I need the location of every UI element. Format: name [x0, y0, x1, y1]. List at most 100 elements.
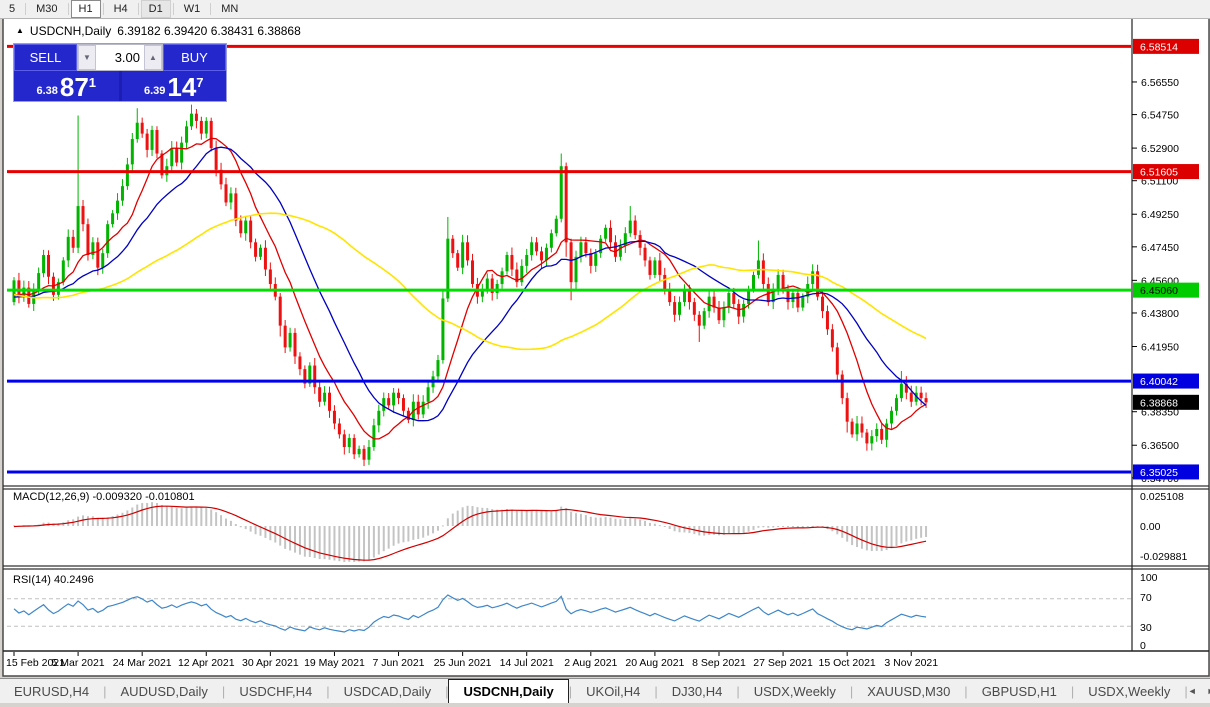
- buy-price-display[interactable]: 6.39 14 7: [121, 71, 226, 102]
- rsi-scale-label: 100: [1140, 572, 1158, 584]
- ma-slow-line: [13, 212, 927, 351]
- toolbar-separator: [172, 3, 174, 15]
- date-tick-label: 3 Nov 2021: [884, 657, 938, 669]
- chart-tab-usdx-weekly[interactable]: USDX,Weekly: [753, 683, 836, 699]
- price-tick-label: 6.52900: [1141, 143, 1179, 155]
- date-tick-label: 24 Mar 2021: [113, 657, 172, 669]
- price-badge-6.45060-label: 6.45060: [1140, 285, 1178, 297]
- chart-tab-usdx-weekly[interactable]: USDX,Weekly: [1088, 683, 1171, 699]
- sell-price-display[interactable]: 6.38 87 1: [14, 71, 119, 101]
- date-tick-label: 15 Feb 2021: [6, 657, 65, 669]
- ma-mid-line: [13, 146, 927, 422]
- sell-price-main: 87: [59, 72, 89, 102]
- tab-separator: |: [654, 683, 658, 699]
- date-tick-label: 20 Aug 2021: [625, 657, 684, 669]
- macd-scale-label: 0.025108: [1140, 491, 1184, 503]
- tab-separator: |: [568, 683, 573, 699]
- chart-tab-dj30-h4[interactable]: DJ30,H4: [671, 683, 723, 699]
- tabs-scroll-left-icon[interactable]: ◄: [1187, 686, 1197, 696]
- sell-price-prefix: 6.38: [36, 85, 58, 97]
- collapse-icon[interactable]: ▲: [16, 26, 24, 35]
- current-price-badge-label: 6.38868: [1140, 397, 1178, 409]
- price-badge-6.40042-label: 6.40042: [1140, 376, 1178, 388]
- chart-tab-bar: EURUSD,H4 | AUDUSD,Daily | USDCHF,H4 | USDCAD,…: [0, 678, 1210, 703]
- volume-spinner: ▼ 3.00 ▲: [77, 44, 163, 71]
- macd-histogram: [13, 502, 928, 562]
- tab-separator: |: [1070, 683, 1075, 699]
- price-badge-6.58514: [1133, 38, 1199, 54]
- toolbar-separator: [25, 3, 27, 15]
- rsi-scale-label: 70: [1140, 592, 1152, 604]
- period-button-mn[interactable]: MN: [221, 3, 239, 15]
- period-button-h4[interactable]: H4: [113, 3, 128, 15]
- one-click-trade-panel: SELL ▼ 3.00 ▲ BUY 6.38 87 1 6.39 14 7: [13, 43, 227, 102]
- price-badge-6.58514-label: 6.58514: [1140, 41, 1178, 53]
- price-badge-6.35025-label: 6.35025: [1140, 467, 1178, 479]
- buy-price-prefix: 6.39: [143, 85, 166, 97]
- date-tick-label: 5 Mar 2021: [52, 657, 105, 669]
- rsi-scale-label: 0: [1140, 640, 1146, 652]
- chart-ohlc-values: 6.39182 6.39420 6.38431 6.38868: [117, 24, 301, 38]
- rsi-line: [13, 594, 927, 633]
- period-button-h1[interactable]: H1: [70, 0, 101, 18]
- chart-tab-audusd-daily[interactable]: AUDUSD,Daily: [120, 683, 208, 699]
- price-badge-6.51605: [1133, 164, 1199, 180]
- chart-tab-usdcnh-daily[interactable]: USDCNH,Daily: [448, 679, 569, 703]
- chart-tab-xauusd-m30[interactable]: XAUUSD,M30: [867, 683, 951, 699]
- candles-layer: [12, 104, 928, 467]
- period-button-d1[interactable]: D1: [140, 0, 171, 18]
- tab-separator: |: [1184, 683, 1188, 699]
- price-tick-label: 6.36500: [1141, 440, 1179, 452]
- chart-tab-gbpusd-h1[interactable]: GBPUSD,H1: [981, 683, 1057, 699]
- volume-increase-button[interactable]: ▲: [144, 45, 162, 70]
- date-tick-label: 2 Aug 2021: [564, 657, 617, 669]
- price-tick-label: 6.56550: [1141, 77, 1179, 89]
- date-tick-label: 30 Apr 2021: [242, 657, 299, 669]
- price-tick-label: 6.47450: [1141, 242, 1179, 254]
- macd-scale-label: -0.029881: [1140, 551, 1187, 563]
- price-tick-label: 6.41950: [1141, 341, 1179, 353]
- tab-separator: |: [736, 683, 740, 699]
- period-toolbar: 5 M30 H1 H4 D1 W1 MN: [0, 0, 1210, 19]
- period-button-5[interactable]: 5: [9, 3, 16, 15]
- chart-tab-ukoil-h4[interactable]: UKOil,H4: [586, 683, 641, 699]
- date-tick-label: 15 Oct 2021: [819, 657, 876, 669]
- buy-price-main: 14: [167, 72, 197, 102]
- chart-tab-usdcad-daily[interactable]: USDCAD,Daily: [343, 683, 432, 699]
- chart-symbol-label: USDCNH,Daily: [29, 24, 112, 38]
- date-tick-label: 27 Sep 2021: [753, 657, 813, 669]
- volume-decrease-button[interactable]: ▼: [78, 45, 96, 70]
- price-badge-6.51605-label: 6.51605: [1140, 167, 1178, 179]
- tab-scroll-arrows: ◄►: [1188, 679, 1210, 703]
- macd-signal-line: [13, 505, 927, 561]
- tab-separator: |: [445, 683, 449, 699]
- date-tick-label: 8 Sep 2021: [692, 657, 746, 669]
- date-tick-label: 19 May 2021: [304, 657, 365, 669]
- macd-indicator-label: MACD(12,26,9) -0.009320 -0.010801: [13, 491, 195, 503]
- volume-input[interactable]: 3.00: [114, 50, 140, 65]
- period-button-m30[interactable]: M30: [36, 3, 58, 15]
- buy-price-pip: 7: [196, 75, 204, 90]
- tab-separator: |: [326, 683, 330, 699]
- tab-separator: |: [964, 683, 968, 699]
- date-tick-label: 25 Jun 2021: [434, 657, 492, 669]
- price-badge-6.45060: [1133, 282, 1199, 298]
- date-tick-label: 12 Apr 2021: [178, 657, 235, 669]
- tab-separator: |: [849, 683, 854, 699]
- date-tick-label: 7 Jun 2021: [373, 657, 425, 669]
- toolbar-separator: [137, 3, 139, 15]
- sell-button[interactable]: SELL: [14, 44, 77, 71]
- chart-tab-usdchf-h4[interactable]: USDCHF,H4: [239, 683, 313, 699]
- price-tick-label: 6.49250: [1141, 209, 1179, 221]
- buy-button[interactable]: BUY: [163, 44, 226, 71]
- tab-separator: |: [221, 683, 226, 699]
- toolbar-separator: [67, 3, 69, 15]
- price-chart: 0.025108 0.00 -0.029881 100 70 30 0 6.56550 6.54…: [2, 17, 1210, 677]
- rsi-scale-label: 30: [1140, 622, 1152, 634]
- toolbar-separator: [102, 3, 104, 15]
- tab-separator: |: [103, 683, 107, 699]
- chart-title: ▲ USDCNH,Daily 6.39182 6.39420 6.38431 6…: [16, 24, 301, 38]
- chart-tab-eurusd-h4[interactable]: EURUSD,H4: [14, 683, 90, 699]
- period-button-w1[interactable]: W1: [183, 3, 201, 15]
- tabs-scroll-right-icon[interactable]: ►: [1207, 686, 1210, 696]
